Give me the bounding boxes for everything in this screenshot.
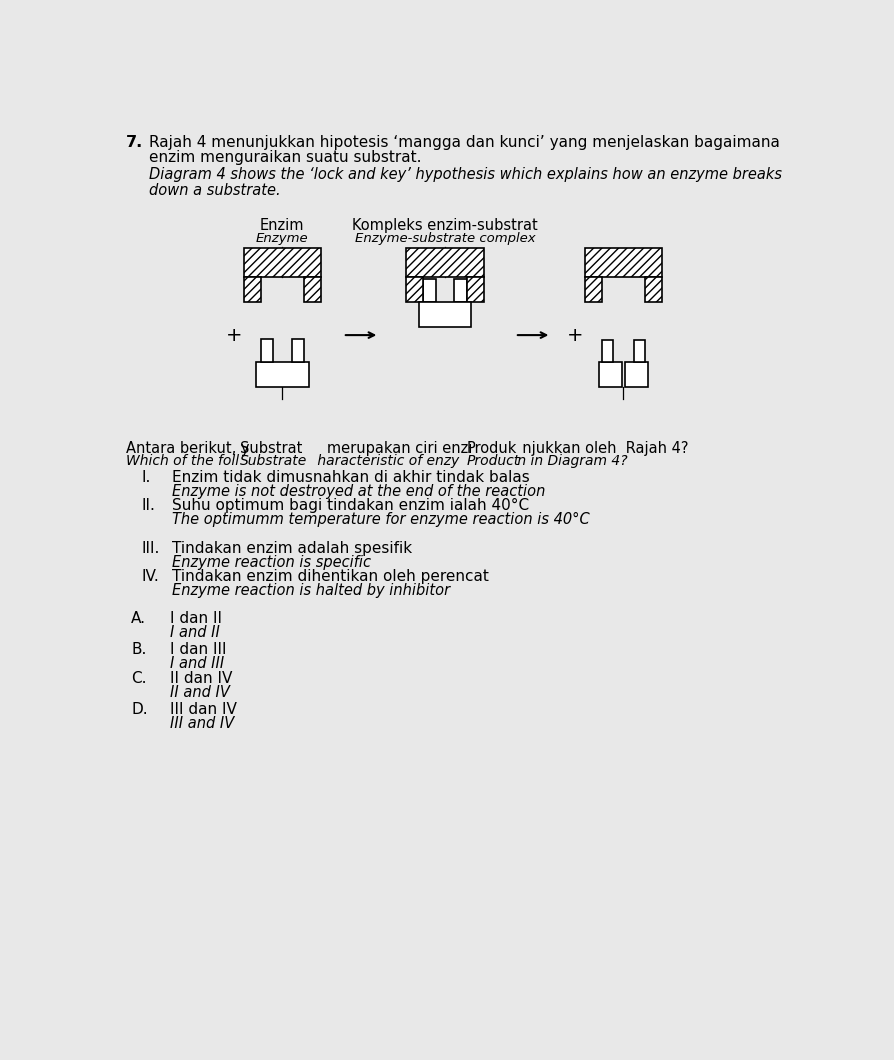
Bar <box>634 340 645 363</box>
Text: enzim menguraikan suatu substrat.: enzim menguraikan suatu substrat. <box>149 151 421 165</box>
Text: III and IV: III and IV <box>170 717 234 731</box>
Text: Substrat: Substrat <box>240 441 302 457</box>
Bar <box>418 302 471 326</box>
Text: Enzyme reaction is halted by inhibitor: Enzyme reaction is halted by inhibitor <box>173 583 450 598</box>
Text: n in Diagram 4?: n in Diagram 4? <box>513 455 628 469</box>
Bar <box>645 278 662 302</box>
Text: I dan II: I dan II <box>170 611 222 625</box>
Text: The optimumm temperature for enzyme reaction is 40°C: The optimumm temperature for enzyme reac… <box>173 512 589 527</box>
Bar <box>243 278 260 302</box>
Text: Enzyme-substrate complex: Enzyme-substrate complex <box>354 232 535 245</box>
Text: +: + <box>567 325 583 345</box>
Text: A.: A. <box>131 611 146 625</box>
Bar <box>601 340 611 363</box>
Bar <box>454 279 467 302</box>
Bar <box>256 363 308 387</box>
Text: Tindakan enzim adalah spesifik: Tindakan enzim adalah spesifik <box>173 541 412 555</box>
Text: III.: III. <box>141 541 159 555</box>
Text: 7.: 7. <box>126 135 143 149</box>
Text: I and III: I and III <box>170 656 224 671</box>
Text: Enzyme reaction is specific: Enzyme reaction is specific <box>173 554 371 569</box>
Text: merupakan ciri enzi: merupakan ciri enzi <box>313 441 472 457</box>
Text: I.: I. <box>141 470 150 484</box>
Text: Kompleks enzim-substrat: Kompleks enzim-substrat <box>352 218 537 233</box>
Text: Which of the foll: Which of the foll <box>126 455 239 469</box>
Text: Substrate: Substrate <box>240 455 307 469</box>
Text: II dan IV: II dan IV <box>170 671 232 686</box>
Text: Antara berikut, y: Antara berikut, y <box>126 441 249 457</box>
Text: I dan III: I dan III <box>170 641 226 656</box>
Bar <box>260 339 273 363</box>
Text: njukkan oleh  Rajah 4?: njukkan oleh Rajah 4? <box>513 441 688 457</box>
Text: Enzim tidak dimusnahkan di akhir tindak balas: Enzim tidak dimusnahkan di akhir tindak … <box>173 470 529 484</box>
Text: Suhu optimum bagi tindakan enzim ialah 40°C: Suhu optimum bagi tindakan enzim ialah 4… <box>173 498 529 513</box>
Text: +: + <box>226 325 242 345</box>
Bar <box>584 248 662 278</box>
Bar <box>243 248 321 278</box>
Bar <box>291 339 304 363</box>
Bar <box>467 278 484 302</box>
Text: Enzyme is not destroyed at the end of the reaction: Enzyme is not destroyed at the end of th… <box>173 483 545 498</box>
Text: D.: D. <box>131 702 148 717</box>
Text: Rajah 4 menunjukkan hipotesis ‘mangga dan kunci’ yang menjelaskan bagaimana: Rajah 4 menunjukkan hipotesis ‘mangga da… <box>149 135 779 149</box>
Text: down a substrate.: down a substrate. <box>149 182 281 197</box>
Bar <box>598 363 621 387</box>
Text: II.: II. <box>141 498 155 513</box>
Bar <box>406 278 423 302</box>
Text: I and II: I and II <box>170 625 220 640</box>
Text: C.: C. <box>131 671 147 686</box>
Text: B.: B. <box>131 641 147 656</box>
Text: Diagram 4 shows the ‘lock and key’ hypothesis which explains how an enzyme break: Diagram 4 shows the ‘lock and key’ hypot… <box>149 167 781 182</box>
Bar <box>423 279 435 302</box>
Text: II and IV: II and IV <box>170 686 230 701</box>
Text: Tindakan enzim dihentikan oleh perencat: Tindakan enzim dihentikan oleh perencat <box>173 569 489 584</box>
Bar <box>406 248 484 278</box>
Text: Product: Product <box>467 455 519 469</box>
Text: Enzyme: Enzyme <box>256 232 308 245</box>
Text: III dan IV: III dan IV <box>170 702 237 717</box>
Text: IV.: IV. <box>141 569 159 584</box>
Text: Produk: Produk <box>467 441 517 457</box>
Bar <box>584 278 601 302</box>
Bar <box>304 278 321 302</box>
Bar <box>624 363 647 387</box>
Text: haracteristic of enzy: haracteristic of enzy <box>313 455 460 469</box>
Text: Enzim: Enzim <box>260 218 304 233</box>
